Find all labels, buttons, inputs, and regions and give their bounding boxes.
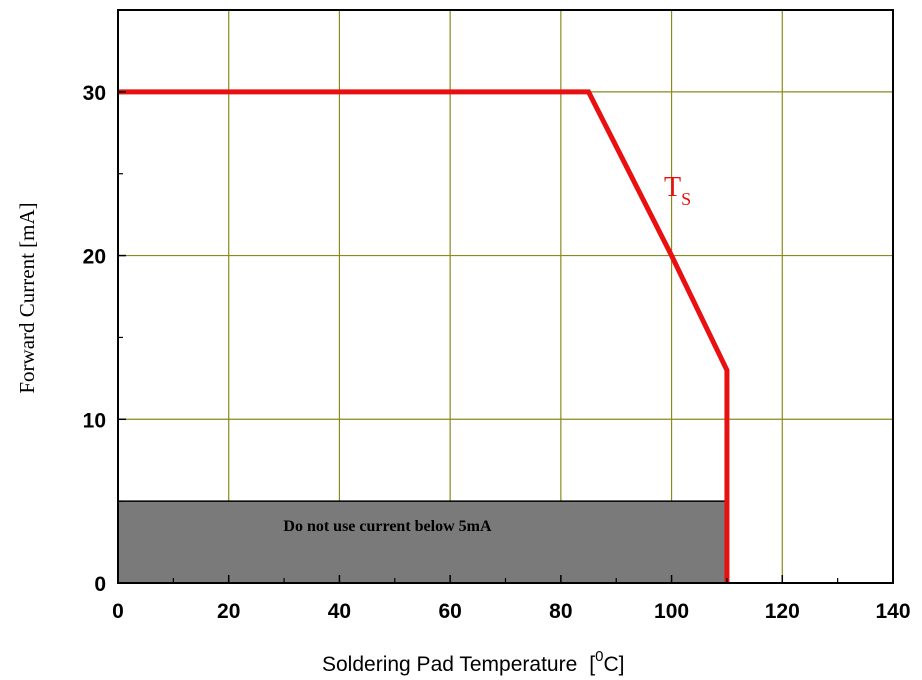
x-tick-label: 100 (654, 600, 689, 623)
x-tick-label: 20 (217, 600, 240, 623)
x-tick-label: 80 (549, 600, 572, 623)
x-tick-label: 120 (765, 600, 800, 623)
x-tick-label: 0 (112, 600, 124, 623)
axis-ticks (117, 91, 894, 584)
plot-frame (117, 9, 894, 584)
annotation-region-layer: Do not use current below 5mA (117, 500, 728, 584)
y-tick-labels: 0 10 20 30 (83, 82, 106, 596)
y-axis-title: Forward Current [mA] (15, 202, 39, 393)
x-tick-labels: 0 20 40 60 80 100 120 140 (112, 600, 910, 623)
y-tick-label: 0 (94, 573, 106, 596)
y-tick-label: 30 (83, 82, 106, 105)
series-layer (118, 89, 730, 583)
series-line-ts (118, 89, 730, 583)
x-axis-title-text: Soldering Pad Temperature (322, 653, 577, 676)
series-label-main: T (664, 172, 681, 203)
grid-lines (118, 10, 893, 583)
y-tick-label: 20 (83, 246, 106, 269)
low-current-note: Do not use current below 5mA (283, 518, 492, 535)
x-tick-label: 60 (438, 600, 461, 623)
x-axis-unit-open: [ (589, 653, 595, 676)
x-tick-label: 40 (328, 600, 351, 623)
x-axis-unit-sup: 0 (595, 648, 603, 665)
x-axis-title: Soldering Pad Temperature [0C] (322, 648, 624, 676)
x-tick-label: 140 (875, 600, 910, 623)
series-label-sub: S (681, 189, 691, 209)
y-tick-label: 10 (83, 409, 106, 432)
low-current-region (117, 500, 728, 584)
x-axis-unit-rest: C] (603, 653, 624, 676)
series-label-ts: TS (664, 172, 691, 209)
